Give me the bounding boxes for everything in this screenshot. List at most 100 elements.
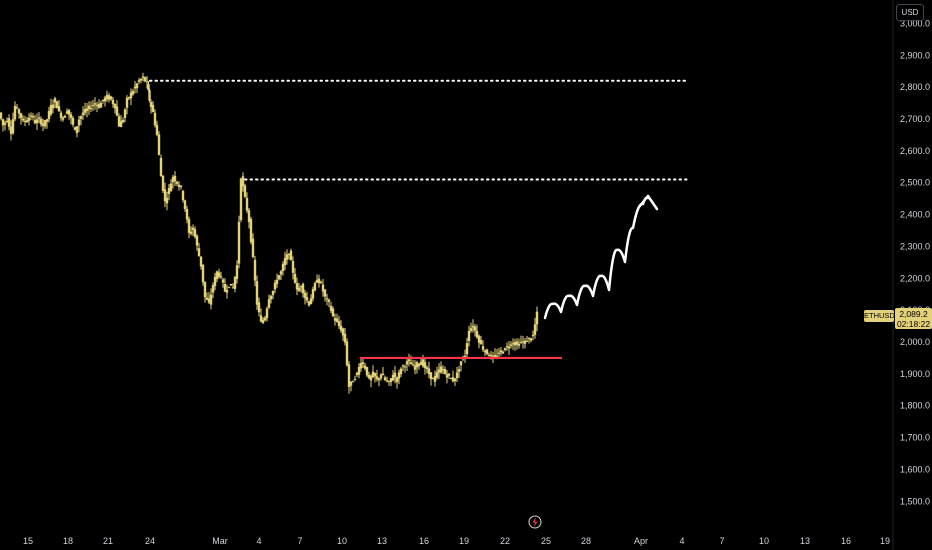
- candle-body: [69, 114, 73, 118]
- candle-body: [503, 348, 507, 351]
- candle-body: [431, 378, 435, 380]
- candle-body: [148, 90, 151, 101]
- candle-body: [225, 290, 229, 293]
- candle-body: [199, 256, 203, 267]
- candle-body: [263, 317, 267, 321]
- candle-body: [497, 352, 501, 354]
- candle-body: [99, 102, 103, 108]
- candle-body: [419, 361, 423, 365]
- price-tick-label: 2,700.0: [900, 114, 930, 124]
- candle-body: [343, 333, 347, 343]
- candle-body: [357, 366, 361, 375]
- time-tick-label: 28: [581, 536, 591, 546]
- price-tick-label: 2,900.0: [900, 50, 930, 60]
- candle-body: [505, 346, 509, 348]
- candle-body: [115, 106, 119, 116]
- candle-body: [179, 185, 183, 188]
- candle-body: [407, 359, 411, 362]
- candle-body: [433, 375, 437, 382]
- candle-body: [365, 366, 369, 376]
- candle-body: [67, 109, 71, 115]
- candle-body: [105, 94, 109, 100]
- candle-body: [467, 331, 471, 341]
- candle-body: [339, 325, 343, 331]
- candle-body: [43, 120, 47, 127]
- candle-body: [33, 120, 37, 124]
- time-tick-label: 21: [103, 536, 113, 546]
- candle-body: [49, 104, 53, 115]
- candle-body: [435, 372, 439, 378]
- candle-body: [315, 280, 319, 283]
- candle-body: [21, 118, 25, 121]
- candle-body: [295, 283, 299, 290]
- candle-body: [173, 175, 177, 182]
- price-axis[interactable]: 3,000.0 2,900.0 2,800.0 2,700.0 2,600.0 2,500…: [900, 18, 930, 506]
- candle-body: [103, 97, 107, 102]
- price-tick-label: 2,600.0: [900, 146, 930, 156]
- candle-body: [289, 250, 293, 261]
- candle-body: [369, 376, 373, 381]
- candle-body: [345, 341, 349, 366]
- candle-body: [133, 86, 137, 89]
- candle-body: [217, 272, 221, 277]
- candle-body: [417, 363, 421, 367]
- candle-body: [477, 335, 481, 343]
- candle-body: [107, 95, 111, 100]
- candle-body: [319, 281, 323, 283]
- candle-body: [211, 285, 215, 293]
- candle-body: [471, 325, 475, 328]
- candle-body: [299, 286, 303, 288]
- candle-body: [127, 97, 131, 99]
- candle-body: [239, 178, 243, 221]
- price-tick-label: 1,500.0: [900, 496, 930, 506]
- countdown-value: 02:18:22: [896, 319, 931, 329]
- time-tick-label: 16: [841, 536, 851, 546]
- price-tick-label: 2,800.0: [900, 82, 930, 92]
- candle-body: [301, 283, 305, 294]
- candle-body: [297, 287, 301, 292]
- candle-body: [273, 282, 277, 290]
- candle-body: [1, 119, 5, 126]
- candle-body: [429, 372, 433, 380]
- candle-body: [427, 368, 431, 375]
- candle-body: [79, 116, 83, 119]
- time-tick-label: 19: [880, 536, 890, 546]
- candle-body: [63, 115, 67, 118]
- candle-body: [421, 359, 425, 367]
- candle-body: [385, 380, 389, 382]
- candle-body: [259, 315, 263, 322]
- candle-body: [353, 378, 357, 380]
- candle-body: [145, 81, 149, 83]
- candle-body: [75, 126, 79, 134]
- candle-body: [15, 107, 19, 109]
- candle-body: [23, 121, 27, 123]
- candle-body: [45, 119, 49, 122]
- candle-body: [363, 365, 367, 369]
- candle-body: [279, 271, 283, 275]
- lightning-replay-icon[interactable]: [528, 515, 542, 529]
- candle-body: [231, 287, 235, 289]
- candle-body: [205, 297, 209, 300]
- candle-body: [9, 126, 13, 134]
- candle-body: [285, 254, 289, 260]
- candle-body: [355, 372, 359, 376]
- candle-body: [493, 354, 497, 358]
- candle-body: [321, 284, 325, 292]
- candle-body: [485, 349, 489, 355]
- time-axis[interactable]: 15 18 21 24 Mar 4 7 10 13 16 19 22 25 28 Apr 4 7 10 13 16 19: [23, 536, 890, 546]
- candle-body: [269, 295, 273, 300]
- candle-body: [147, 84, 150, 91]
- candle-body: [11, 119, 15, 134]
- candle-body: [137, 80, 141, 82]
- candle-body: [55, 101, 59, 109]
- candle-body: [411, 364, 415, 366]
- candle-body: [85, 108, 89, 112]
- projection-curve[interactable]: [543, 196, 650, 320]
- candle-body: [333, 318, 337, 321]
- candle-body: [209, 294, 213, 305]
- candle-body: [59, 112, 63, 118]
- candle-body: [523, 340, 527, 344]
- candle-body: [201, 264, 205, 283]
- currency-button[interactable]: USD: [896, 4, 924, 21]
